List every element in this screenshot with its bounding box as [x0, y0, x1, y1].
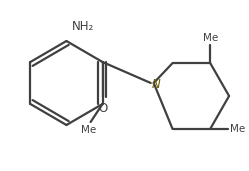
Text: Me: Me	[230, 124, 245, 134]
Text: NH₂: NH₂	[71, 20, 94, 33]
Text: Me: Me	[81, 125, 96, 135]
Text: O: O	[98, 102, 107, 115]
Text: Me: Me	[203, 33, 218, 43]
Text: N: N	[152, 78, 160, 91]
